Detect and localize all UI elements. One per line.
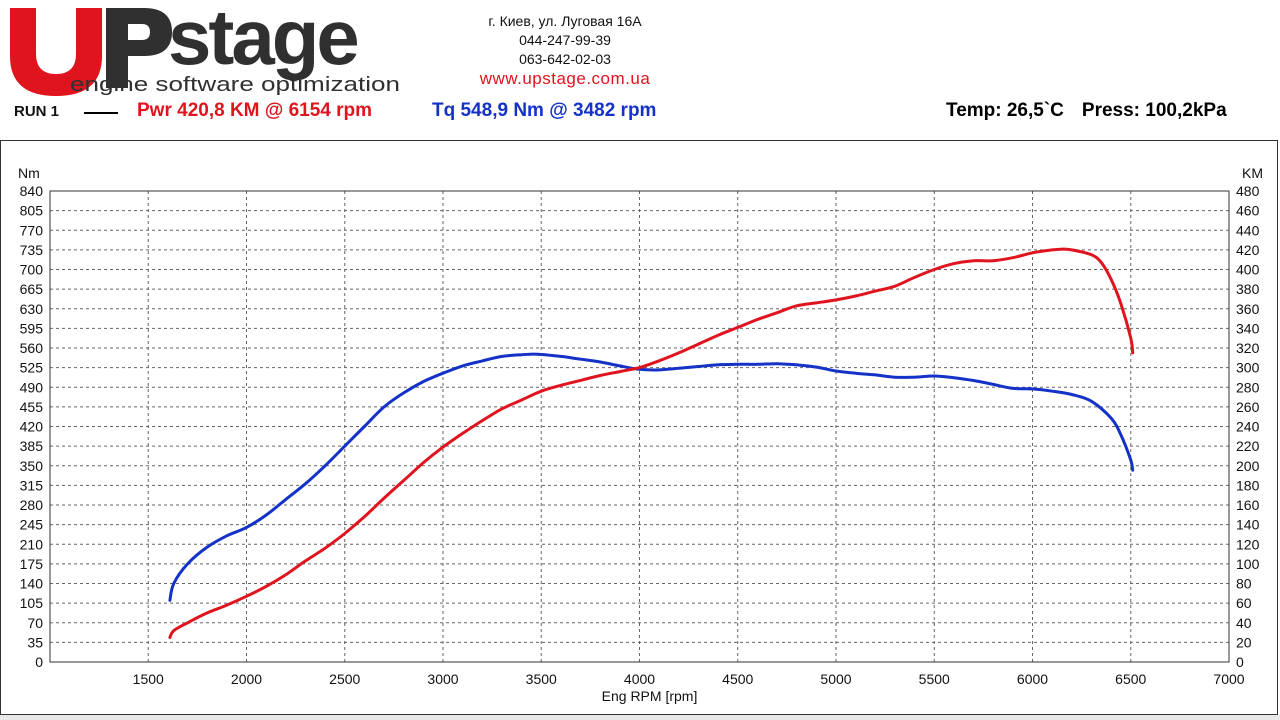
phone-2-text: 063-642-02-03 bbox=[519, 51, 611, 67]
x-tick-label: 2500 bbox=[329, 671, 360, 687]
y-left-tick-label: 490 bbox=[20, 379, 44, 395]
y-right-axis-title: KM bbox=[1242, 165, 1263, 181]
bottom-strip bbox=[0, 715, 1280, 720]
y-left-tick-label: 560 bbox=[20, 340, 44, 356]
y-right-tick-label: 360 bbox=[1236, 301, 1260, 317]
y-left-tick-label: 245 bbox=[20, 517, 44, 533]
logo-p-shape bbox=[106, 8, 172, 88]
y-right-tick-label: 100 bbox=[1236, 556, 1260, 572]
torque-series-line bbox=[168, 352, 1135, 602]
x-axis-title: Eng RPM [rpm] bbox=[602, 688, 698, 704]
y-right-tick-label: 280 bbox=[1236, 379, 1260, 395]
y-left-tick-label: 770 bbox=[20, 222, 44, 238]
x-tick-label: 5500 bbox=[919, 671, 950, 687]
x-tick-label: 3000 bbox=[427, 671, 458, 687]
x-tick-label: 7000 bbox=[1213, 671, 1244, 687]
y-right-tick-label: 440 bbox=[1236, 222, 1260, 238]
dyno-chart-frame: 0 35 70 105 140 175 210 245 280 315 350 385 420 455 49… bbox=[0, 140, 1278, 715]
pressure-text: Press: 100,2kPa bbox=[1081, 100, 1227, 121]
y-right-tick-label: 420 bbox=[1236, 242, 1260, 258]
phone-1-text: 044-247-99-39 bbox=[519, 32, 611, 48]
y-right-tick-label: 40 bbox=[1236, 615, 1252, 631]
logo-wordmark: stage bbox=[168, 2, 357, 81]
upstage-logo: stage engine software optimization bbox=[10, 2, 400, 96]
y-right-tick-label: 180 bbox=[1236, 477, 1260, 493]
y-left-tick-label: 315 bbox=[20, 477, 44, 493]
website-link[interactable]: www.upstage.com.ua bbox=[479, 69, 651, 88]
y-left-tick-label: 735 bbox=[20, 242, 44, 258]
x-tick-label: 5000 bbox=[820, 671, 851, 687]
y-right-tick-label: 340 bbox=[1236, 320, 1260, 336]
x-tick-label: 6500 bbox=[1115, 671, 1146, 687]
y-right-tick-label: 380 bbox=[1236, 281, 1260, 297]
y-right-tick-label: 120 bbox=[1236, 536, 1260, 552]
y-right-tick-label: 60 bbox=[1236, 595, 1252, 611]
y-right-tick-label: 80 bbox=[1236, 576, 1252, 592]
contacts-block: г. Киев, ул. Луговая 16А 044-247-99-39 0… bbox=[430, 12, 700, 88]
x-tick-label: 2000 bbox=[231, 671, 262, 687]
y-left-tick-label: 700 bbox=[20, 262, 44, 278]
temperature-text: Temp: 26,5`C bbox=[946, 100, 1064, 121]
dyno-chart: 0 35 70 105 140 175 210 245 280 315 350 385 420 455 49… bbox=[18, 165, 1263, 704]
environment-readout: Temp: 26,5`C Press: 100,2kPa bbox=[946, 100, 1245, 126]
x-tick-label: 6000 bbox=[1017, 671, 1048, 687]
y-left-tick-label: 420 bbox=[20, 419, 44, 435]
y-left-tick-label: 350 bbox=[20, 458, 44, 474]
y-right-tick-label: 20 bbox=[1236, 634, 1252, 650]
x-tick-label: 4500 bbox=[722, 671, 753, 687]
power-summary: Pwr 420,8 KM @ 6154 rpm bbox=[137, 100, 373, 121]
y-right-tick-label: 220 bbox=[1236, 438, 1260, 454]
x-tick-label: 3500 bbox=[526, 671, 557, 687]
y-right-tick-label: 260 bbox=[1236, 399, 1260, 415]
plot-area-border bbox=[49, 190, 1230, 663]
power-series-line bbox=[168, 247, 1135, 639]
logo-arrow-icon bbox=[40, 20, 72, 72]
y-right-tick-label: 320 bbox=[1236, 340, 1260, 356]
run-label: RUN 1 bbox=[14, 103, 60, 120]
logo-u-shape bbox=[10, 8, 102, 96]
y-left-tick-label: 840 bbox=[20, 183, 44, 199]
y-left-tick-label: 630 bbox=[20, 301, 44, 317]
y-left-tick-label: 280 bbox=[20, 497, 44, 513]
y-left-tick-label: 210 bbox=[20, 536, 44, 552]
y-left-axis-title: Nm bbox=[18, 165, 40, 181]
x-tick-label: 1500 bbox=[133, 671, 164, 687]
torque-summary: Tq 548,9 Nm @ 3482 rpm bbox=[432, 100, 657, 121]
y-left-tick-label: 805 bbox=[20, 203, 44, 219]
y-right-tick-label: 200 bbox=[1236, 458, 1260, 474]
y-right-tick-label: 140 bbox=[1236, 517, 1260, 533]
y-right-tick-label: 300 bbox=[1236, 360, 1260, 376]
y-left-tick-label: 175 bbox=[20, 556, 44, 572]
run-legend-swatch bbox=[84, 112, 118, 114]
y-left-tick-label: 35 bbox=[27, 634, 43, 650]
logo-tagline: engine software optimization bbox=[70, 74, 400, 96]
y-left-tick-label: 525 bbox=[20, 360, 44, 376]
y-left-tick-label: 665 bbox=[20, 281, 44, 297]
y-right-tick-label: 460 bbox=[1236, 203, 1260, 219]
y-right-tick-label: 0 bbox=[1236, 654, 1244, 670]
y-left-tick-label: 0 bbox=[35, 654, 43, 670]
y-right-tick-label: 160 bbox=[1236, 497, 1260, 513]
y-left-tick-label: 595 bbox=[20, 320, 44, 336]
x-tick-label: 4000 bbox=[624, 671, 655, 687]
header: stage engine software optimization г. Ки… bbox=[0, 0, 1280, 140]
y-left-tick-label: 70 bbox=[27, 615, 43, 631]
y-right-tick-label: 400 bbox=[1236, 262, 1260, 278]
y-left-tick-label: 455 bbox=[20, 399, 44, 415]
y-left-tick-label: 105 bbox=[20, 595, 44, 611]
y-left-tick-label: 140 bbox=[20, 576, 44, 592]
y-right-tick-label: 240 bbox=[1236, 419, 1260, 435]
address-text: г. Киев, ул. Луговая 16А bbox=[488, 13, 642, 29]
y-right-tick-label: 480 bbox=[1236, 183, 1260, 199]
y-left-tick-label: 385 bbox=[20, 438, 44, 454]
